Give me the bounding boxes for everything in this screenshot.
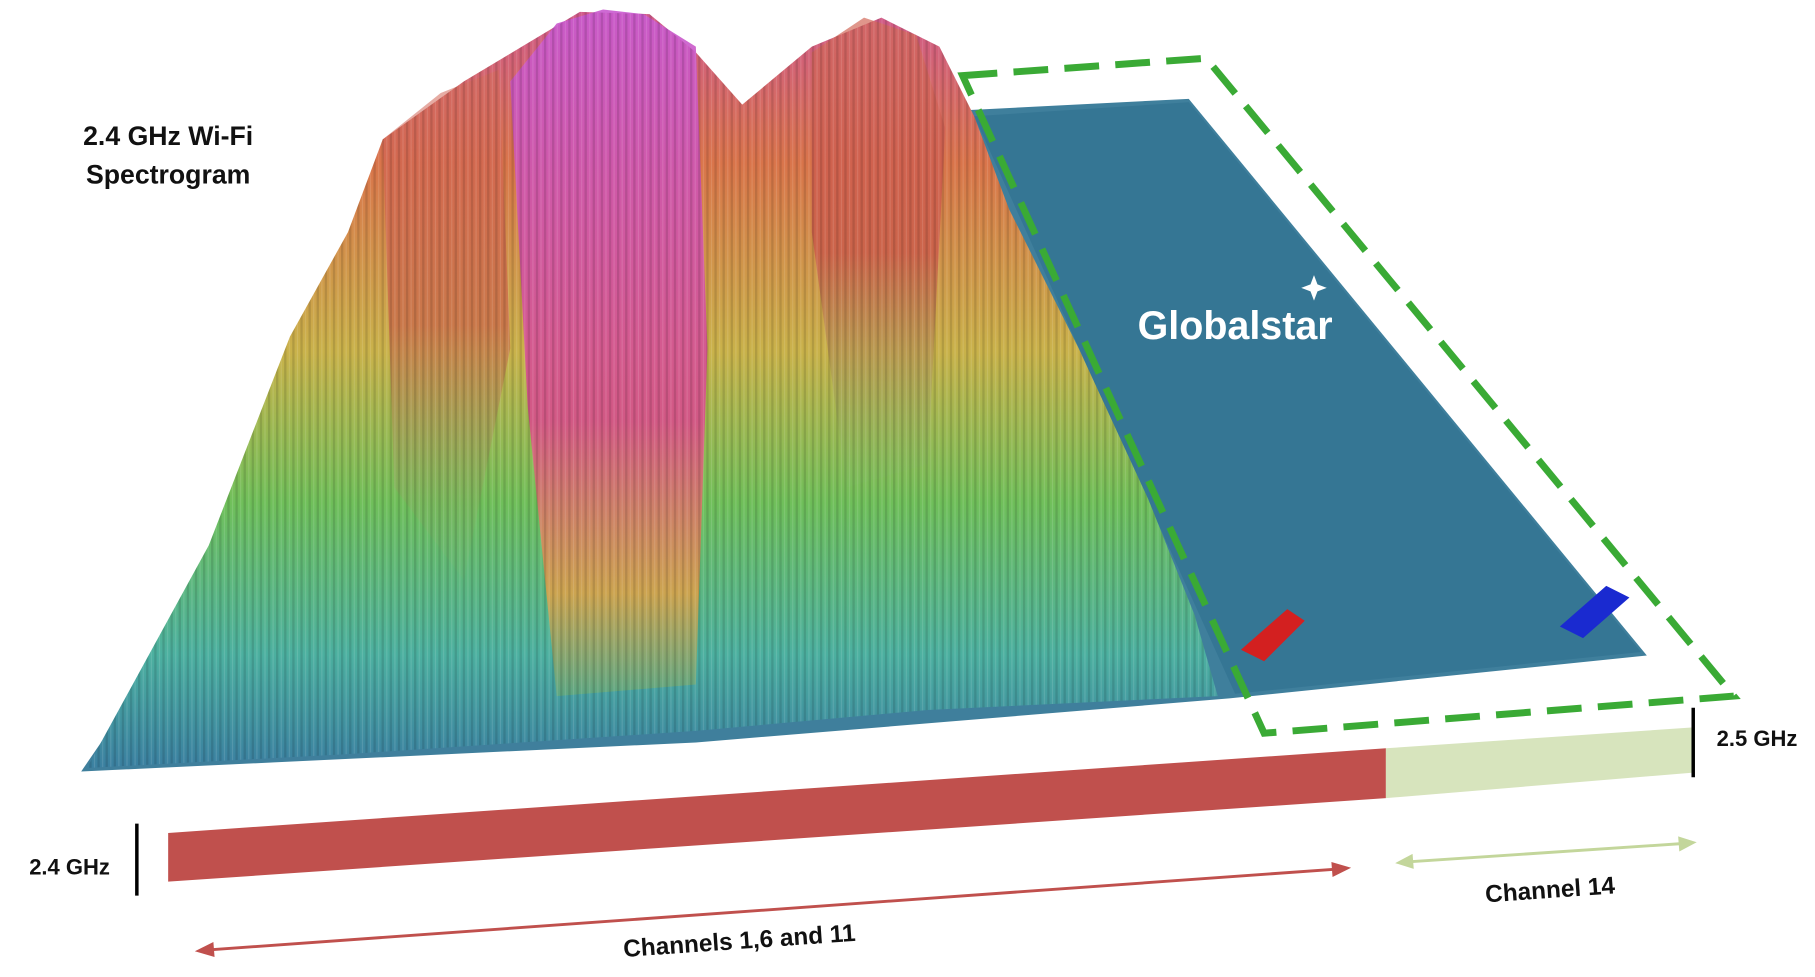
title: 2.4 GHz Wi-Fi: [83, 121, 253, 151]
title: Spectrogram: [86, 159, 250, 189]
diagram: Globalstar 2.4 GHz Wi-Fi Spectrogram 2.4…: [0, 0, 1815, 977]
spectrogram: [81, 10, 1647, 772]
wifi-channels-label: Channels 1,6 and 11: [622, 920, 856, 963]
channel14-band: [1386, 727, 1693, 798]
page: Globalstar 2.4 GHz Wi-Fi Spectrogram 2.4…: [0, 0, 1815, 977]
wifi-band: [168, 748, 1386, 881]
logo: Globalstar: [1138, 304, 1333, 348]
channel14-label: Channel 14: [1484, 872, 1616, 908]
channel14-arrow: [1395, 836, 1697, 868]
start-label: 2.4 GHz: [29, 855, 110, 880]
end-label: 2.5 GHz: [1717, 726, 1798, 751]
